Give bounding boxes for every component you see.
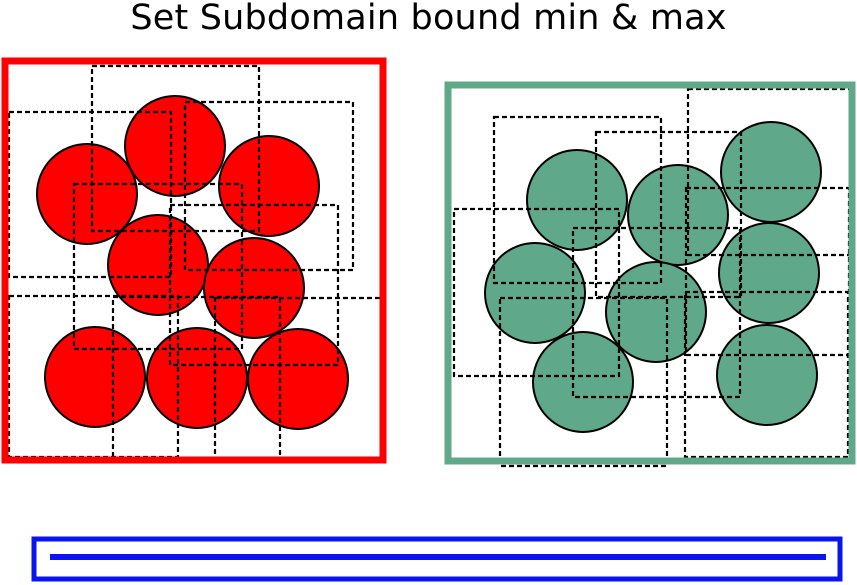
red-circle-8 [247,328,349,430]
green-circle-8 [716,324,818,426]
green-circle-7 [532,331,634,433]
green-subdomain-box-6 [684,186,851,357]
red-circle-5 [203,237,305,339]
green-circle-6 [718,222,820,324]
green-domain-frame [444,81,856,465]
diagram-title: Set Subdomain bound min & max [130,0,727,38]
red-subdomain-box-4 [72,182,244,351]
green-subdomain-box-1 [492,115,663,285]
green-subdomain-box-2 [594,130,743,299]
green-subdomain-box-5 [571,226,742,399]
red-circle-7 [146,327,248,429]
green-subdomain-box-7 [498,296,669,468]
green-panel-circles [484,121,822,433]
red-subdomain-box-3 [183,100,355,272]
red-circle-6 [44,326,146,428]
red-circle-1 [36,143,138,245]
green-circle-2 [627,164,729,266]
green-circle-5 [605,261,707,363]
red-domain-frame [1,57,387,464]
red-circle-3 [218,135,320,237]
green-circle-3 [720,121,822,223]
red-subdomain-box-5 [168,203,340,367]
blue-bar-outer [31,536,843,582]
red-subdomain-box-6 [7,294,180,459]
green-circle-1 [526,149,628,251]
green-subdomain-box-3 [686,87,853,257]
green-subdomain-box-4 [452,207,621,378]
green-subdomain-box-8 [683,290,850,459]
red-circle-2 [124,95,226,197]
green-circle-4 [484,242,586,344]
red-circle-4 [107,214,209,316]
red-subdomain-box-1 [7,110,173,279]
red-panel-circles [36,95,349,430]
red-subdomain-box-2 [90,64,261,233]
